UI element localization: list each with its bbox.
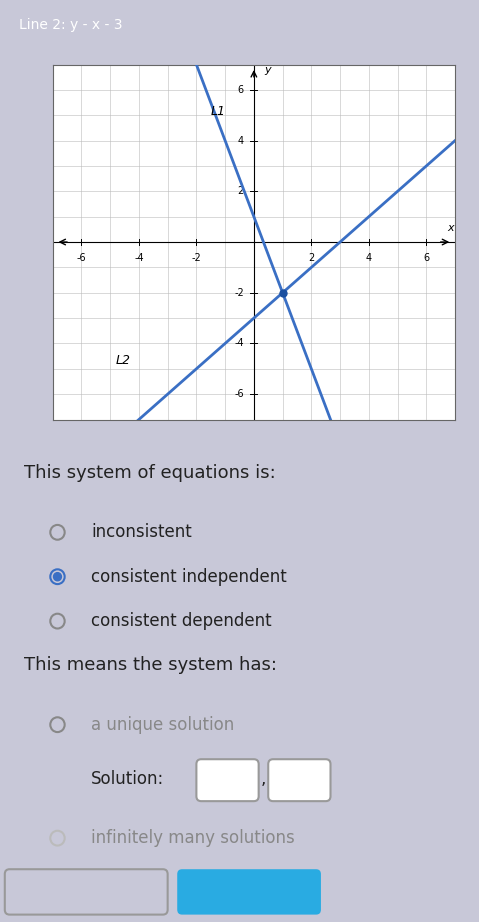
Text: infinitely many solutions: infinitely many solutions [91, 829, 295, 847]
FancyBboxPatch shape [177, 869, 321, 915]
Text: This means the system has:: This means the system has: [24, 656, 277, 674]
Text: This system of equations is:: This system of equations is: [24, 464, 276, 482]
Circle shape [54, 573, 61, 581]
Text: consistent independent: consistent independent [91, 568, 287, 585]
Text: -4: -4 [134, 254, 144, 264]
Text: a unique solution: a unique solution [91, 715, 234, 734]
Text: 2: 2 [308, 254, 315, 264]
Text: Explanation: Explanation [41, 884, 131, 899]
Text: -2: -2 [234, 288, 244, 298]
Text: x: x [447, 222, 454, 232]
Text: ,: , [261, 770, 266, 788]
Text: Check: Check [223, 884, 275, 899]
Text: 4: 4 [238, 136, 244, 146]
Text: Line 2: y - x - 3: Line 2: y - x - 3 [19, 18, 123, 32]
Text: L2: L2 [116, 354, 131, 367]
FancyBboxPatch shape [196, 759, 259, 801]
FancyBboxPatch shape [5, 869, 168, 915]
Text: -2: -2 [192, 254, 201, 264]
Text: -6: -6 [234, 389, 244, 399]
Text: 6: 6 [238, 85, 244, 95]
Text: inconsistent: inconsistent [91, 524, 192, 541]
Text: -4: -4 [234, 338, 244, 349]
FancyBboxPatch shape [268, 759, 331, 801]
Text: 6: 6 [423, 254, 429, 264]
Text: consistent dependent: consistent dependent [91, 612, 272, 630]
Text: L1: L1 [211, 105, 226, 118]
Text: Solution:: Solution: [91, 770, 164, 788]
Text: 4: 4 [366, 254, 372, 264]
Text: -6: -6 [77, 254, 86, 264]
Text: 2: 2 [238, 186, 244, 196]
Text: y: y [264, 65, 271, 75]
